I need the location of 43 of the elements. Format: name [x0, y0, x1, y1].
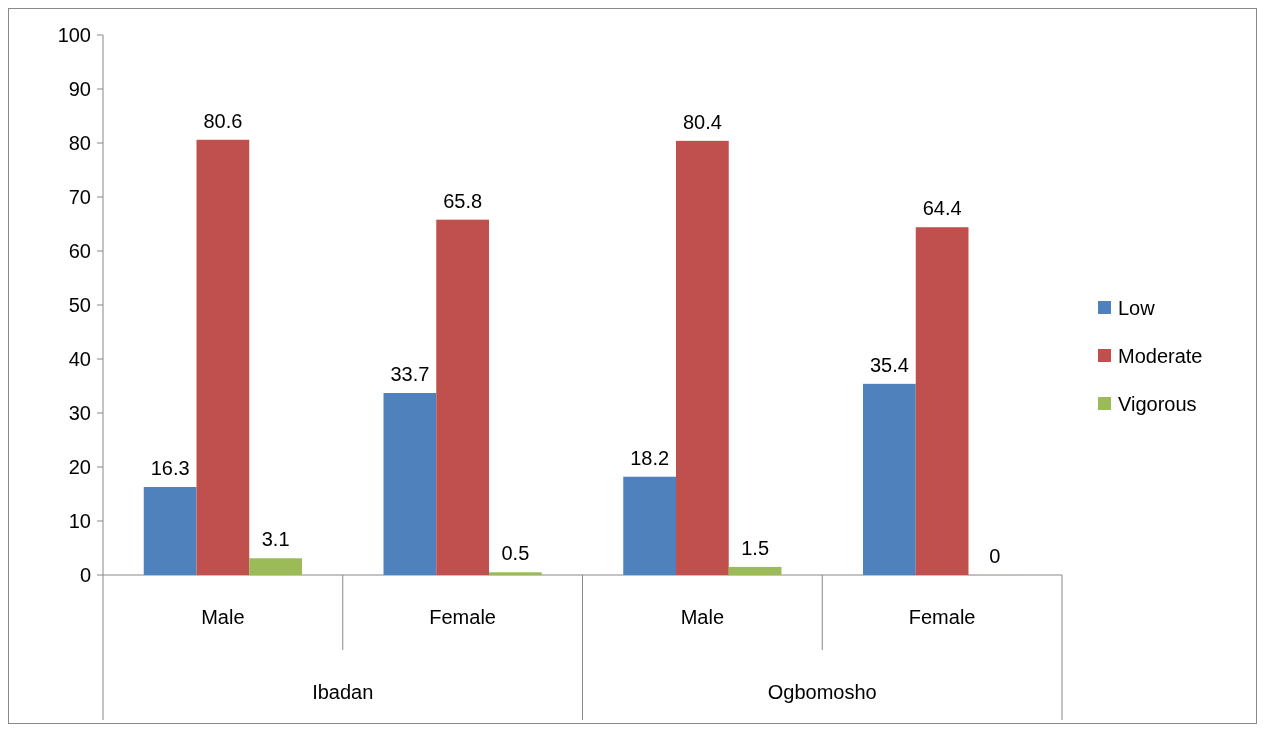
data-label: 80.6 — [203, 109, 243, 132]
text: Ogbomosho — [767, 681, 877, 703]
bar — [863, 383, 916, 575]
x-tick-label: Male — [680, 606, 725, 628]
data-label: 18.2 — [630, 446, 670, 469]
data-label: 0 — [989, 545, 1001, 567]
bar — [915, 227, 969, 575]
y-tick-label: 80 — [68, 132, 91, 154]
text: Ibadan — [312, 681, 374, 703]
data-label: 16.3 — [150, 456, 190, 479]
bar — [383, 393, 437, 575]
data-label: 3.1 — [261, 528, 290, 551]
data-label: 0.5 — [501, 542, 530, 565]
y-tick-label: 90 — [68, 78, 91, 100]
legend-label: Vigorous — [1118, 393, 1197, 415]
y-tick-label: 30 — [68, 402, 91, 424]
x-tick-label: Female — [429, 606, 496, 628]
bar — [676, 140, 729, 575]
y-tick-label: 10 — [68, 510, 91, 532]
legend-label: Low — [1118, 297, 1156, 319]
x-tick-label: Male — [201, 606, 245, 628]
x-tick-label: Female — [908, 606, 976, 628]
data-label: 1.5 — [741, 536, 770, 559]
data-label: 65.8 — [443, 189, 483, 212]
data-label: 80.4 — [682, 110, 722, 133]
y-tick-label: 100 — [57, 24, 91, 46]
y-tick-label: 70 — [68, 186, 91, 208]
bar — [249, 558, 302, 575]
legend-label: Moderate — [1118, 345, 1203, 367]
y-tick-label: 60 — [68, 240, 91, 262]
y-tick-label: 40 — [68, 348, 91, 370]
data-label: 64.4 — [922, 197, 962, 220]
y-tick-label: 0 — [79, 564, 91, 586]
bar — [489, 572, 542, 575]
bar — [436, 219, 489, 575]
data-label: 35.4 — [869, 353, 909, 376]
bar — [728, 566, 782, 575]
bar — [143, 486, 197, 575]
y-tick-label: 50 — [68, 294, 91, 316]
bar — [196, 139, 250, 575]
data-label: 33.7 — [390, 363, 430, 386]
bar — [623, 476, 676, 575]
y-tick-label: 20 — [68, 456, 91, 478]
